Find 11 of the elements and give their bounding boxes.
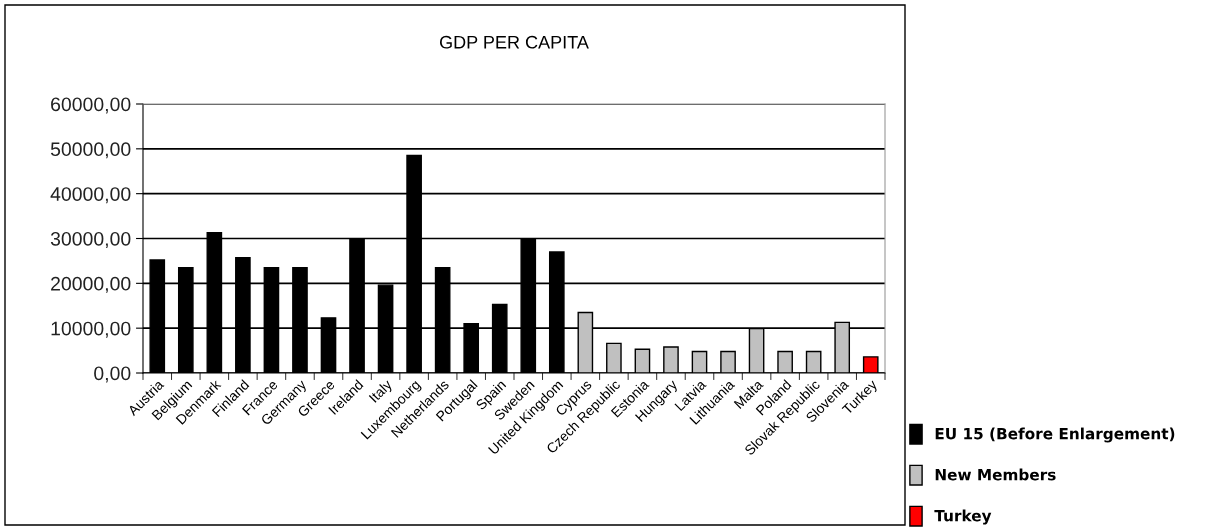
legend-label: New Members [935,468,1056,481]
legend-label: Turkey [934,509,992,525]
y-tick-label: 50000,00 [50,142,131,159]
y-tick-label: 60000,00 [51,97,131,114]
chart-title: GDP PER CAPITA [439,35,589,49]
y-tick-label: 40000,00 [50,187,131,204]
y-tick-label: 30000,00 [50,231,131,249]
y-tick-label: 0,00 [94,366,131,383]
y-tick-label: 10000,00 [51,321,131,338]
legend-label: EU 15 (Before Enlargement) [935,427,1175,443]
y-tick-label: 20000,00 [51,276,131,293]
